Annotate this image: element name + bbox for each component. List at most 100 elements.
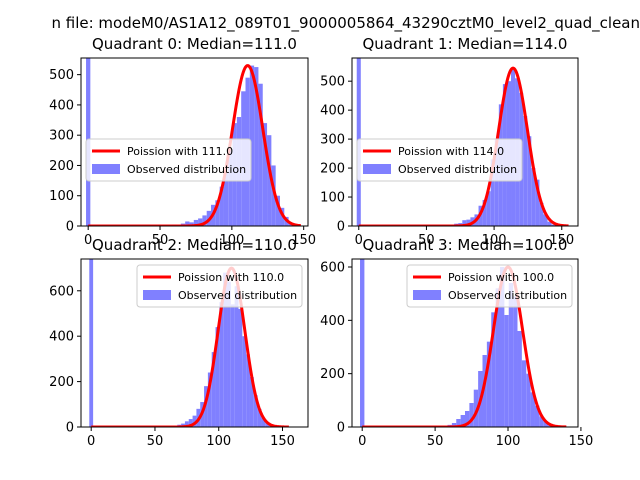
legend-hist-swatch: [413, 290, 441, 300]
axes-frame: [351, 258, 579, 428]
histogram-bar: [527, 136, 532, 226]
y-tick-label: 0: [66, 421, 74, 436]
histogram-bar: [531, 168, 536, 226]
histogram-bar: [526, 373, 531, 427]
y-tick-label: 200: [320, 162, 345, 177]
axes-frame: [80, 258, 309, 428]
histogram-bar: [227, 281, 231, 427]
legend-label-hist: Observed distribution: [448, 289, 567, 302]
figure-suptitle: n file: modeM0/AS1A12_089T01_9000005864_…: [51, 14, 640, 32]
y-tick-label: 400: [320, 104, 345, 119]
histogram-bar: [508, 283, 514, 427]
histogram-bar: [204, 386, 208, 427]
legend-hist-swatch: [363, 164, 391, 174]
plot-area: [89, 259, 290, 427]
legend-hist-swatch: [92, 164, 120, 174]
histogram-bar: [495, 288, 500, 427]
legend-label-hist: Observed distribution: [398, 163, 517, 176]
histogram-bar: [469, 403, 474, 427]
legend: Poission with 111.0 Observed distribution: [85, 138, 252, 182]
x-tick-label: 0: [87, 434, 95, 449]
x-tick-label: 150: [270, 434, 295, 449]
histogram-bar: [238, 308, 243, 427]
subplot-title: Quadrant 0: Median=111.0: [92, 35, 297, 53]
x-tick-label: 100: [496, 434, 521, 449]
histogram-bar: [521, 360, 527, 427]
histogram-bar: [482, 199, 487, 226]
histogram-bar: [258, 83, 263, 226]
y-tick-label: 400: [49, 330, 74, 345]
y-tick-label: 300: [49, 129, 74, 144]
y-tick-label: 600: [320, 261, 345, 276]
x-tick-label: 50: [427, 434, 444, 449]
histogram-bar: [230, 304, 235, 427]
histogram-bar: [193, 219, 199, 226]
histogram-bar: [253, 395, 258, 427]
histogram-bar: [189, 222, 194, 226]
histogram-bar: [539, 202, 544, 226]
y-tick-label: 500: [320, 75, 345, 90]
x-tick-label: 0: [358, 434, 366, 449]
y-tick-label: 500: [49, 68, 74, 83]
histogram-bar: [271, 165, 276, 226]
x-tick-label: 0: [355, 233, 363, 248]
histogram-bar: [188, 419, 193, 427]
histogram-bar: [198, 218, 203, 226]
histogram-bar: [530, 392, 535, 427]
axes-frame: [80, 57, 309, 227]
histogram-bar: [89, 259, 94, 427]
histogram-bar: [551, 224, 556, 226]
legend: Poission with 100.0 Observed distribution: [406, 264, 573, 308]
legend-label-fit: Poission with 111.0: [127, 145, 233, 158]
histogram-bar: [184, 421, 189, 427]
y-tick-label: 200: [320, 367, 345, 382]
histogram-bar: [249, 377, 254, 427]
histogram-bar: [185, 221, 190, 226]
histogram-bar: [360, 259, 365, 427]
y-tick-label: 200: [49, 375, 74, 390]
histogram-bar: [499, 267, 505, 427]
histogram-bar: [242, 336, 247, 427]
histogram-bar: [486, 341, 492, 427]
histogram-bar: [547, 221, 552, 226]
y-tick-label: 400: [49, 98, 74, 113]
histogram-bar: [215, 327, 220, 427]
legend-box: [406, 264, 573, 308]
histogram-bar: [249, 65, 255, 226]
x-tick-label: 150: [569, 434, 594, 449]
histogram-bar: [513, 296, 518, 427]
histogram-bar: [490, 159, 495, 226]
histogram-bar: [254, 67, 259, 226]
histogram-bar: [202, 215, 207, 226]
histogram-bar: [535, 179, 540, 226]
histogram-bar: [482, 355, 487, 427]
legend-box: [136, 264, 303, 308]
x-tick-label: 150: [291, 233, 316, 248]
histogram-bar: [534, 405, 540, 427]
histogram-bar: [473, 389, 479, 427]
histogram-bar: [465, 411, 470, 427]
histogram-bar: [246, 354, 250, 427]
legend-label-fit: Poission with 100.0: [448, 271, 554, 284]
histogram-bar: [234, 286, 239, 427]
y-tick-label: 0: [337, 220, 345, 235]
histogram-bar: [494, 139, 499, 226]
histogram-bar: [267, 135, 272, 226]
histogram-bar: [228, 150, 233, 226]
legend-hist-swatch: [143, 290, 171, 300]
y-tick-label: 200: [49, 159, 74, 174]
x-tick-label: 50: [152, 233, 169, 248]
x-tick-label: 0: [84, 233, 92, 248]
histogram-bar: [466, 219, 471, 226]
histogram-bar: [543, 421, 549, 427]
histogram-bar: [517, 331, 522, 427]
y-tick-label: 0: [337, 421, 345, 436]
subplot-title: Quadrant 1: Median=114.0: [363, 35, 568, 53]
subplot-quadrant-3: 0 50 100 150 0 200 400 600 Quadrant 3: Median=10…: [320, 236, 593, 449]
histogram-bar: [491, 312, 496, 427]
axes-frame: [351, 57, 579, 227]
histogram-bar: [257, 408, 262, 427]
poisson-fit-line: [90, 266, 290, 427]
y-tick-label: 300: [320, 133, 345, 148]
subplot-title: Quadrant 2: Median=110.0: [92, 236, 297, 254]
